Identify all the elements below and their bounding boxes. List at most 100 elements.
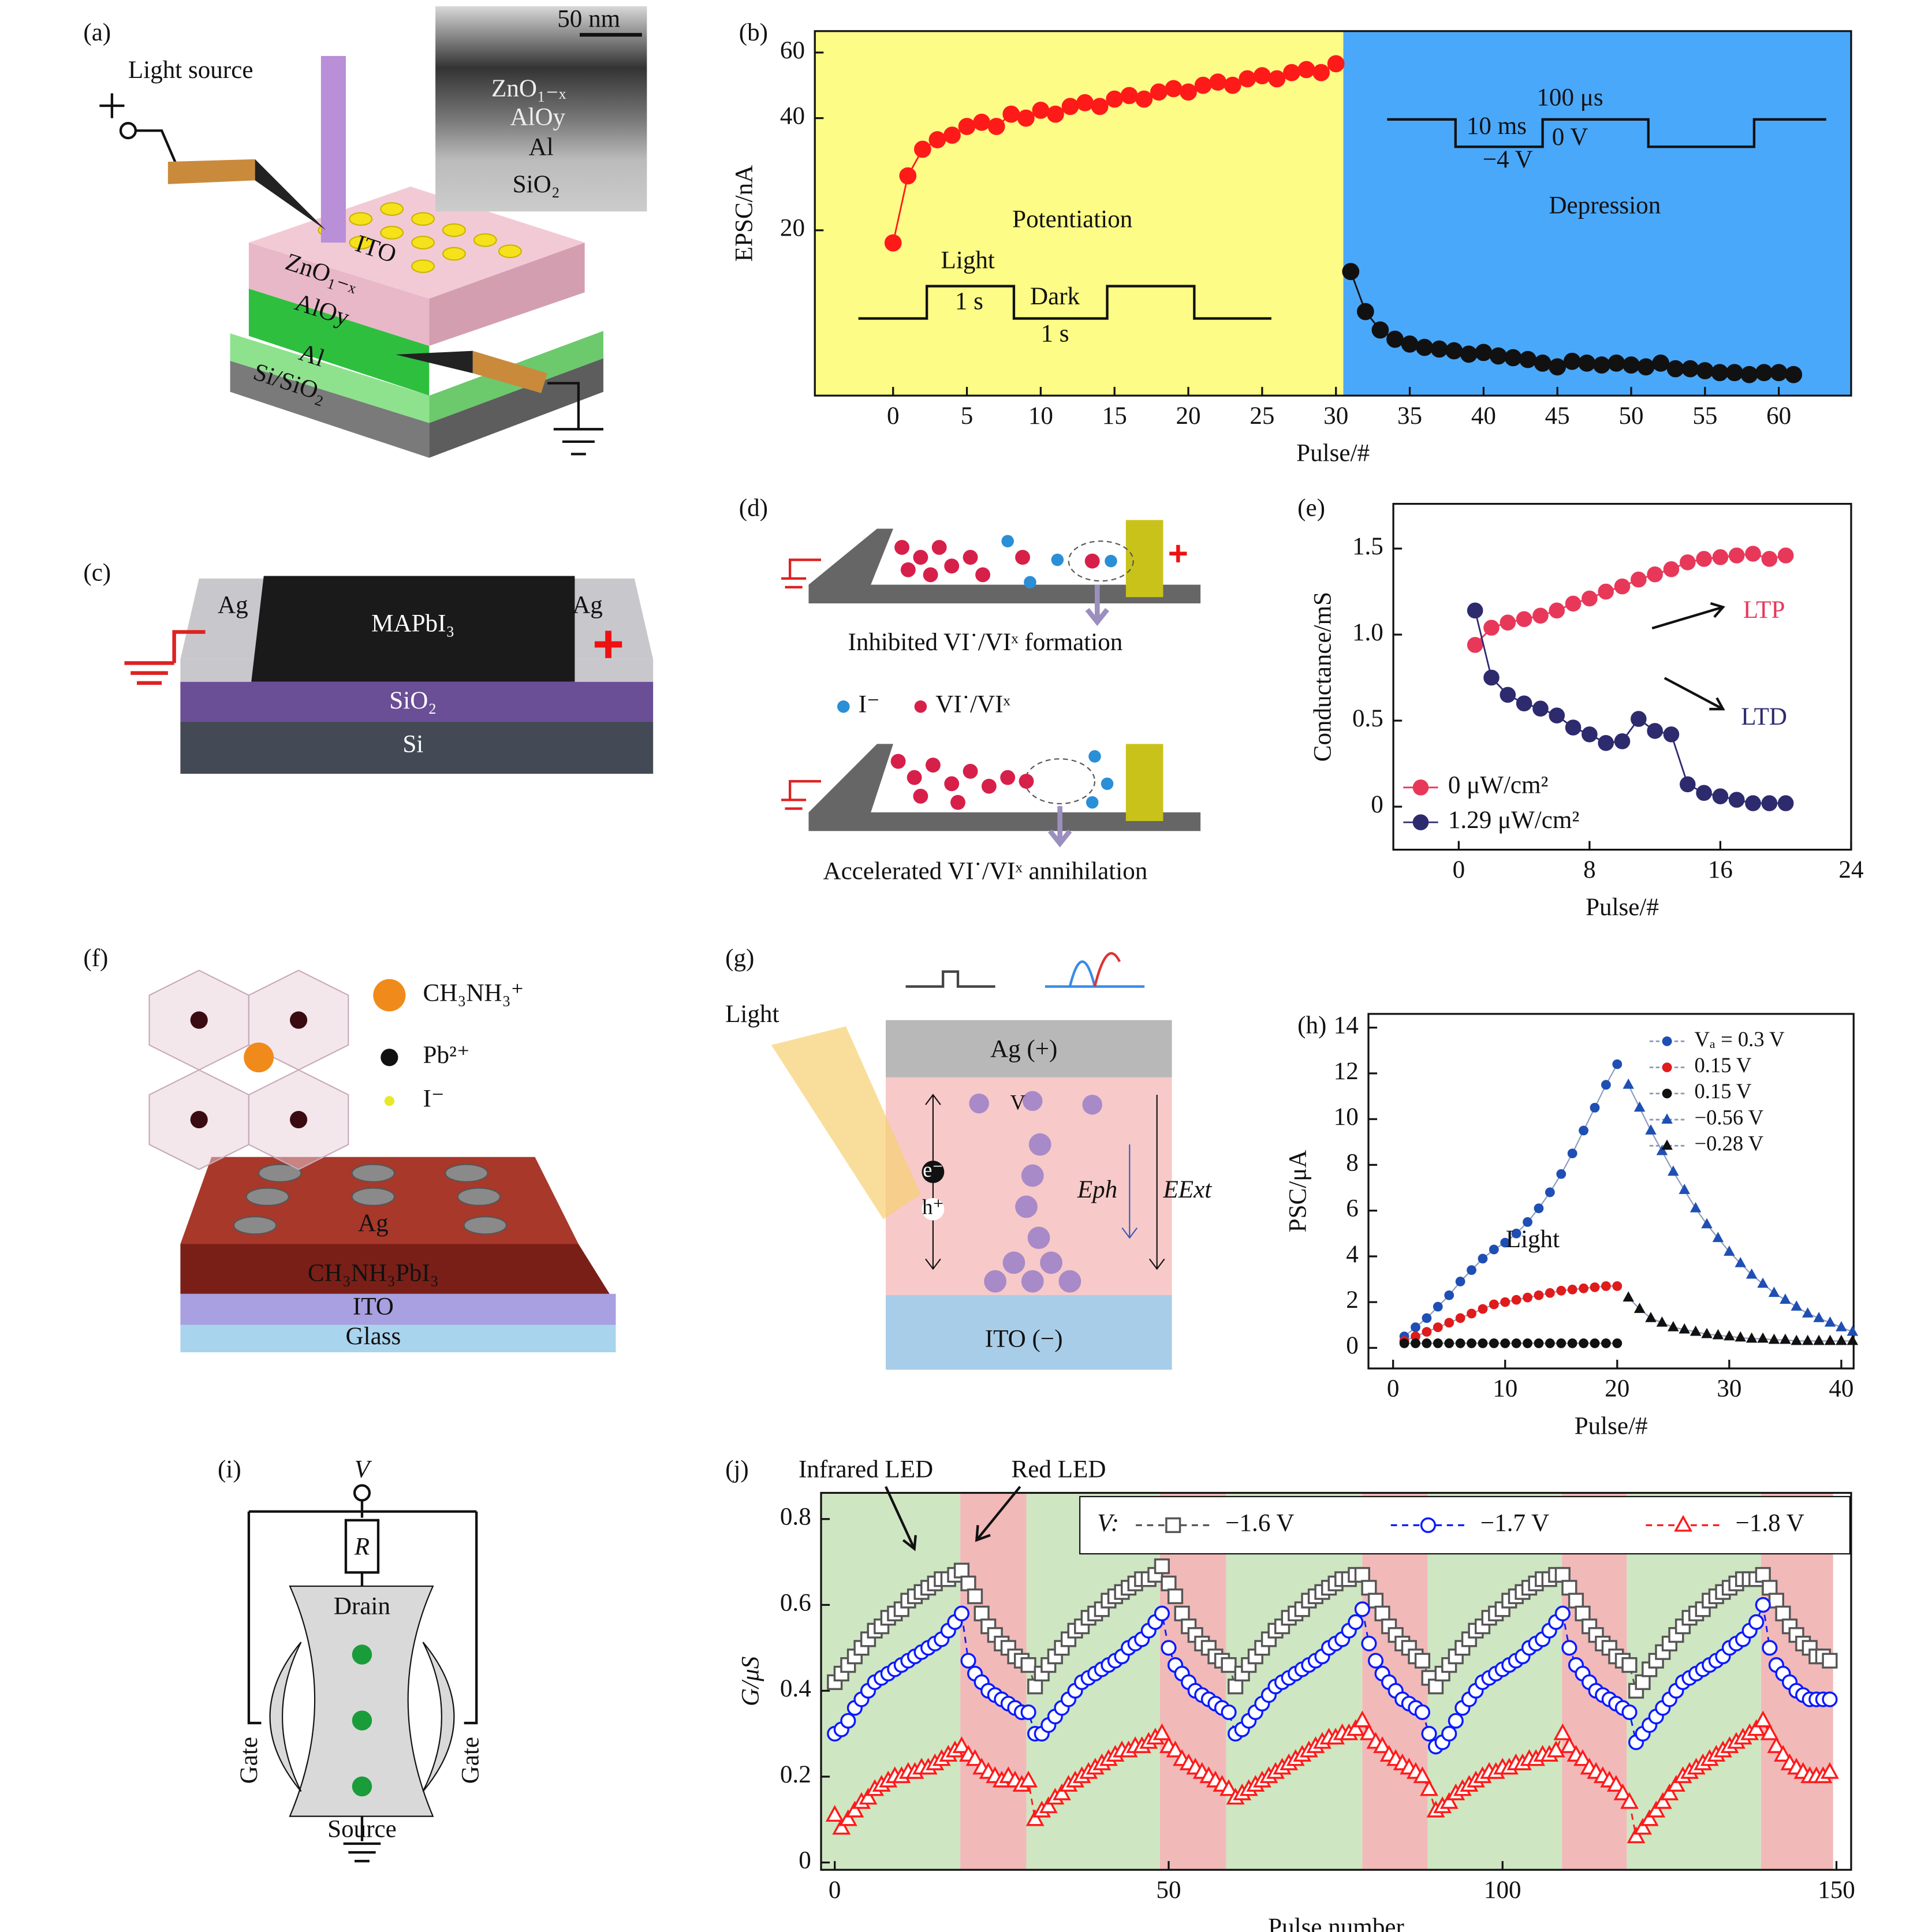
probe — [472, 350, 547, 393]
marker — [1519, 350, 1536, 368]
marker — [1500, 614, 1516, 631]
legend-ma — [373, 979, 406, 1012]
marker — [1637, 358, 1655, 376]
text: Pb²⁺ — [423, 1042, 470, 1069]
x-tick-label: 15 — [1102, 402, 1127, 430]
marker — [1534, 355, 1551, 372]
marker — [832, 1818, 851, 1835]
pb — [190, 1011, 308, 1129]
legend-label: Vₐ = 0.3 V — [1694, 1027, 1785, 1051]
marker — [1032, 102, 1050, 119]
marker — [1413, 1766, 1432, 1784]
plot-frame — [814, 30, 1852, 397]
marker — [1614, 733, 1631, 749]
y-tick-label: 60 — [780, 37, 805, 64]
text: MAPbI₃ — [371, 610, 454, 637]
y-tick-label: 0.6 — [780, 1589, 811, 1616]
marker — [1228, 1679, 1244, 1695]
marker — [1444, 1338, 1454, 1348]
marker — [1553, 1723, 1572, 1740]
marker — [1813, 1334, 1825, 1345]
marker — [838, 1809, 857, 1826]
marker — [1500, 1297, 1510, 1307]
text: SiO₂ — [513, 171, 560, 198]
marker — [1633, 1818, 1653, 1835]
marker — [1679, 1323, 1690, 1334]
layer — [230, 333, 430, 423]
marker — [1371, 321, 1389, 339]
annotation: 10 ms — [1467, 113, 1527, 140]
marker — [1590, 1338, 1600, 1348]
marker — [1754, 1710, 1773, 1728]
marker — [1556, 1169, 1567, 1179]
shaded-region — [815, 31, 1344, 396]
gate — [269, 1642, 302, 1792]
x-tick-label: 35 — [1397, 402, 1422, 430]
marker — [1661, 1139, 1673, 1150]
marker — [825, 1805, 844, 1822]
marker — [1545, 1187, 1555, 1198]
marker — [1712, 788, 1729, 804]
marker — [1444, 1290, 1454, 1300]
y-tick-label: 0.2 — [780, 1761, 811, 1788]
marker — [1668, 1165, 1679, 1176]
plot-frame — [820, 1491, 1852, 1871]
marker — [1757, 1277, 1769, 1288]
text: AlOy — [510, 104, 565, 131]
marker — [1516, 611, 1532, 628]
electron — [922, 1161, 945, 1183]
marker — [1483, 669, 1500, 686]
marker — [1017, 109, 1035, 127]
plus — [99, 93, 125, 118]
legend-label: −1.8 V — [1736, 1509, 1804, 1536]
marker — [1701, 1218, 1713, 1229]
text: ITO (−) — [985, 1325, 1063, 1352]
marker — [1523, 1292, 1532, 1303]
x-tick-label: 50 — [1156, 1877, 1181, 1904]
waveform — [905, 970, 995, 988]
marker — [1020, 1657, 1036, 1673]
panel-label: (c) — [83, 559, 111, 586]
marker — [1681, 360, 1699, 378]
marker — [1027, 1679, 1043, 1695]
marker — [1768, 1333, 1780, 1344]
panel-d: (d) Inhibited VI˙/VIˣ formation I⁻ VI˙/V… — [739, 494, 1201, 885]
marker — [1735, 1256, 1747, 1267]
marker — [1774, 1744, 1792, 1762]
marker — [1565, 595, 1582, 612]
legend-label: −1.6 V — [1225, 1509, 1294, 1536]
marker — [1414, 1653, 1431, 1669]
marker — [1346, 1719, 1365, 1736]
x-tick-label: 30 — [1323, 402, 1348, 430]
marker — [1283, 64, 1300, 81]
layer — [248, 288, 430, 396]
text: Light — [725, 1001, 779, 1028]
annotation: LTP — [1743, 596, 1785, 624]
marker — [1478, 1254, 1488, 1264]
marker — [1354, 1567, 1370, 1583]
marker — [1489, 1244, 1499, 1255]
marker — [1791, 1300, 1803, 1311]
marker — [1467, 1265, 1476, 1275]
ions — [1086, 750, 1114, 809]
marker — [1820, 1762, 1839, 1779]
ito-dots — [318, 202, 522, 273]
marker — [1696, 551, 1712, 567]
text: 50 nm — [557, 6, 620, 33]
marker — [1422, 1338, 1432, 1348]
panel-label: (j) — [725, 1456, 749, 1483]
marker — [1356, 303, 1374, 320]
marker — [1120, 87, 1138, 105]
ground — [781, 558, 821, 589]
marker — [1411, 1338, 1420, 1348]
marker — [1662, 1088, 1672, 1099]
marker — [1662, 1062, 1672, 1072]
ito — [180, 1293, 616, 1325]
marker — [1219, 1779, 1239, 1796]
marker — [1578, 355, 1596, 372]
marker — [1762, 1640, 1778, 1656]
legend-label: −1.7 V — [1480, 1509, 1549, 1536]
marker — [1135, 90, 1153, 108]
text: I⁻ — [423, 1086, 445, 1113]
y-tick-label: 8 — [1346, 1149, 1359, 1176]
